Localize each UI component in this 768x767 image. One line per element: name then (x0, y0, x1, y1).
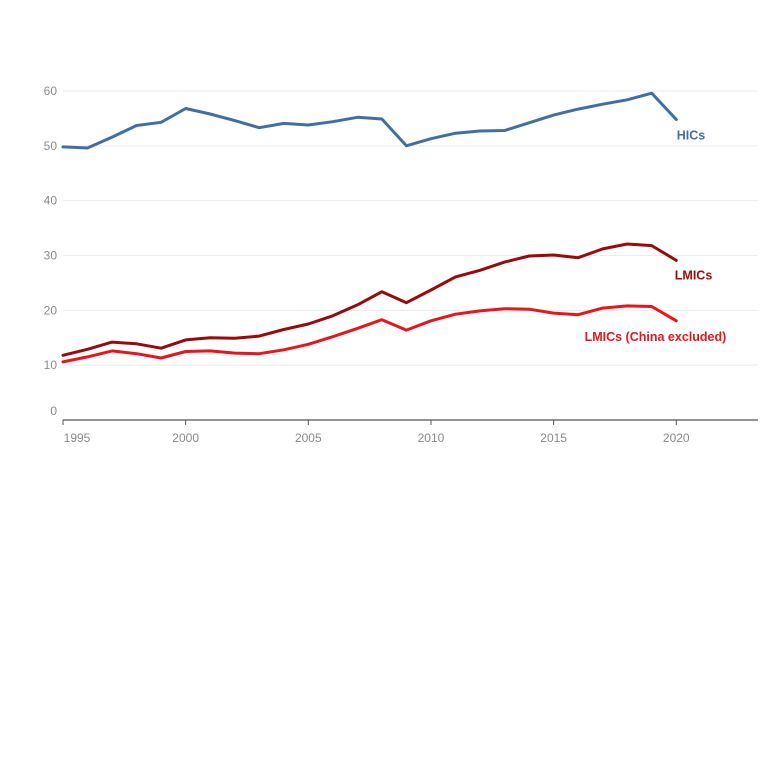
y-tick-label: 60 (44, 84, 58, 98)
x-tick-label: 2020 (663, 431, 690, 445)
series-lines (61, 91, 678, 364)
y-axis-ticks: 0 10 20 30 40 50 60 (44, 84, 58, 418)
x-tick-label: 2010 (418, 431, 445, 445)
x-tick-label: 2005 (295, 431, 322, 445)
x-tick-label: 2015 (540, 431, 567, 445)
x-axis: 1995 2000 2005 2010 2015 2020 (62, 419, 758, 445)
series-labels: HICs LMICs LMICs (China excluded) (585, 129, 727, 344)
series-line-hics (61, 91, 678, 150)
y-tick-label: 20 (44, 303, 58, 317)
series-line-lmics-china-excluded (61, 304, 678, 364)
series-label: LMICs (China excluded) (585, 330, 727, 344)
x-tick-label: 2000 (172, 431, 199, 445)
y-tick-label: 40 (44, 194, 58, 208)
y-tick-label: 10 (44, 358, 58, 372)
y-tick-label: 50 (44, 139, 58, 153)
gridlines (63, 90, 758, 366)
x-tick-label: 1995 (64, 431, 91, 445)
series-label: HICs (677, 129, 706, 143)
y-tick-label: 0 (50, 404, 57, 418)
series-label: LMICs (675, 268, 713, 282)
y-tick-label: 30 (44, 249, 58, 263)
series-line-lmics (61, 242, 678, 357)
